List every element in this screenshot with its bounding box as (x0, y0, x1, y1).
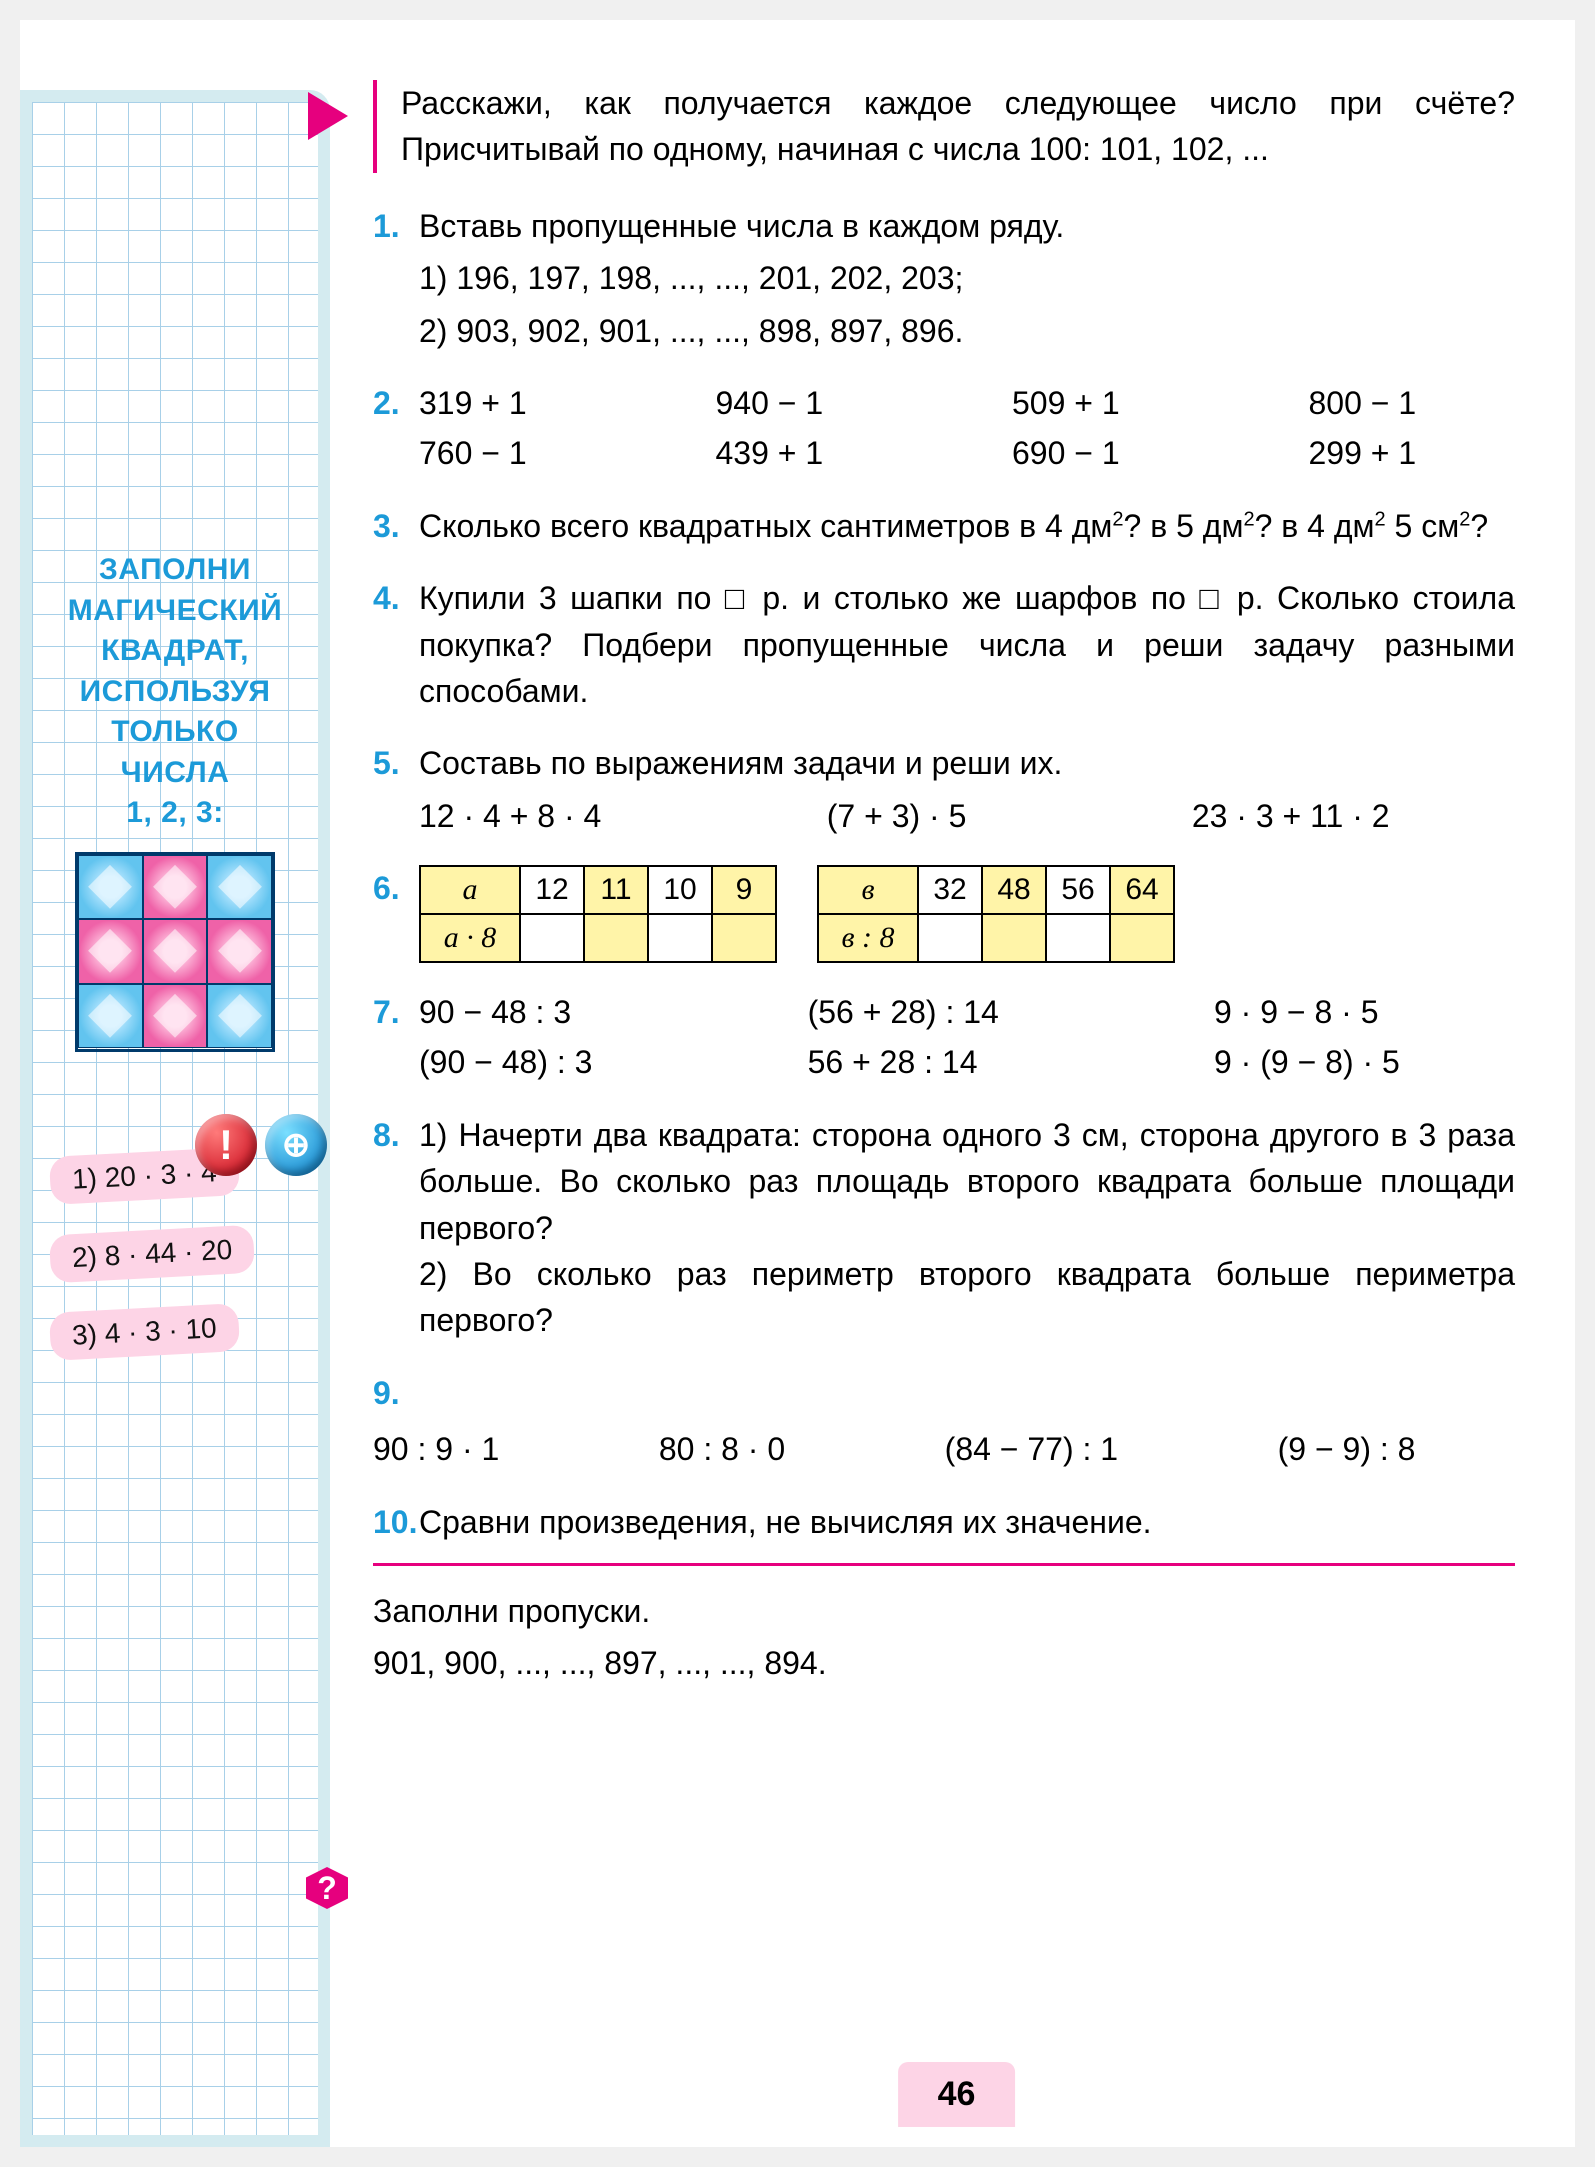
divider (373, 1563, 1515, 1566)
note-2: 2) 8 · 44 · 20 (49, 1224, 256, 1283)
task-10: 10. Сравни произведения, не вычисляя их … (373, 1499, 1515, 1545)
expr-grid-2: 319 + 1940 − 1509 + 1800 − 1 760 − 1439 … (419, 380, 1515, 477)
task-3: 3. Сколько всего квадратных сантиметров … (373, 503, 1515, 549)
sidebar-title: ЗАПОЛНИ МАГИЧЕСКИЙ КВАДРАТ, ИСПОЛЬЗУЯ ТО… (20, 550, 330, 834)
task-1: 1. Вставь пропущенные числа в каждом ряд… (373, 203, 1515, 354)
table-a: a 12 11 10 9 a · 8 (419, 865, 777, 963)
side-notes: 1) 20 · 3 · 4 2) 8 · 44 · 20 3) 4 · 3 · … (20, 1152, 330, 1386)
textbook-page: ЗАПОЛНИ МАГИЧЕСКИЙ КВАДРАТ, ИСПОЛЬЗУЯ ТО… (20, 20, 1575, 2147)
main-content: Расскажи, как получается каждое следующе… (338, 20, 1575, 2147)
footer-task: Заполни пропуски. 901, 900, ..., ..., 89… (373, 1588, 1515, 1687)
task-9: 9. (373, 1370, 1515, 1416)
magic-square (75, 852, 275, 1052)
alert-icon: ! (195, 1114, 257, 1176)
sidebar: ЗАПОЛНИ МАГИЧЕСКИЙ КВАДРАТ, ИСПОЛЬЗУЯ ТО… (20, 90, 330, 2147)
task-4: 4. Купили 3 шапки по □ р. и столько же ш… (373, 575, 1515, 714)
table-b: в 32 48 56 64 в : 8 (817, 865, 1175, 963)
task-5: 5. Составь по выражениям задачи и реши и… (373, 740, 1515, 839)
note-3: 3) 4 · 3 · 10 (49, 1303, 240, 1361)
sidebar-content: ЗАПОЛНИ МАГИЧЕСКИЙ КВАДРАТ, ИСПОЛЬЗУЯ ТО… (20, 90, 330, 1386)
task-8: 8. 1) Начерти два квадрата: сторона одно… (373, 1112, 1515, 1344)
globe-icon: ⊕ (265, 1114, 327, 1176)
task-6: 6. a 12 11 10 9 a · 8 (373, 865, 1515, 963)
intro-text: Расскажи, как получается каждое следующе… (373, 80, 1515, 173)
task-2: 2. 319 + 1940 − 1509 + 1800 − 1 760 − 14… (373, 380, 1515, 477)
task-7: 7. 90 − 48 : 3(56 + 28) : 149 · 9 − 8 · … (373, 989, 1515, 1086)
expr-grid-9: 90 : 9 · 180 : 8 · 0(84 − 77) : 1(9 − 9)… (373, 1426, 1515, 1472)
sidebar-icons: ! ⊕ (195, 1114, 327, 1176)
page-number: 46 (898, 2062, 1016, 2127)
